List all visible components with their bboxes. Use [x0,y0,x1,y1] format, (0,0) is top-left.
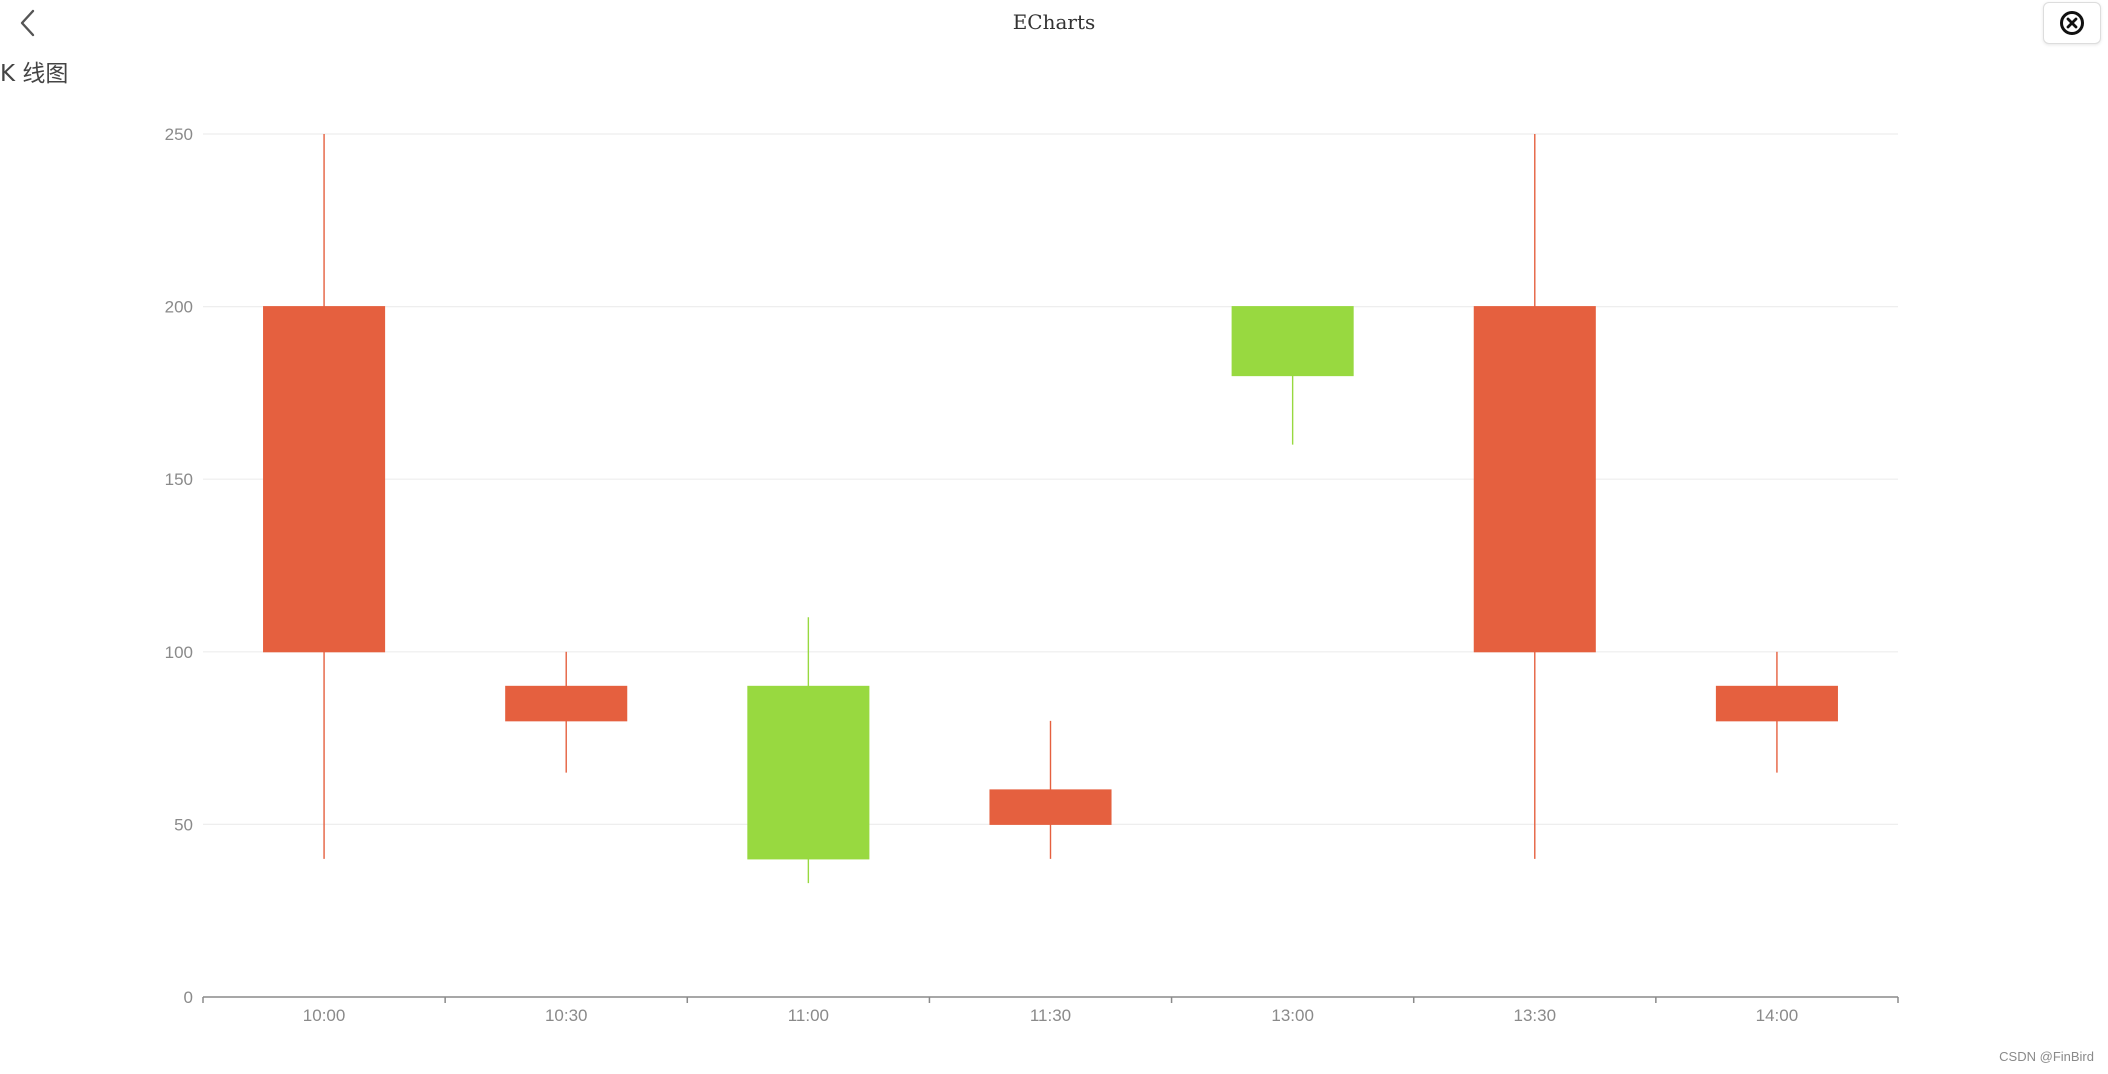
x-tick-label: 13:00 [1271,1006,1314,1025]
candle-body [1715,685,1838,722]
chevron-left-icon [20,9,35,37]
x-tick-label: 10:00 [303,1006,346,1025]
candle-body [747,685,870,860]
back-button[interactable] [12,6,46,40]
candle-body [1231,306,1354,377]
x-tick-label: 13:30 [1514,1006,1557,1025]
y-tick-label: 50 [174,815,193,834]
chart-heading: K 线图 [0,61,69,87]
candle-body [1473,306,1596,653]
candle-body [263,306,386,653]
candle-body [989,789,1112,825]
x-tick-label: 11:30 [1030,1006,1071,1025]
y-tick-label: 150 [165,470,193,489]
close-circle-icon [2060,11,2084,35]
x-tick-label: 11:00 [788,1006,829,1025]
x-tick-label: 10:30 [545,1006,588,1025]
app-title: ECharts [1012,10,1096,34]
candle-body [505,685,628,722]
y-tick-label: 200 [165,298,193,317]
y-tick-label: 250 [165,125,193,144]
watermark: CSDN @FinBird [1999,1049,2094,1064]
close-button[interactable] [2043,2,2101,44]
x-tick-label: 14:00 [1756,1006,1799,1025]
y-tick-label: 100 [165,643,193,662]
y-tick-label: 0 [184,988,193,1007]
